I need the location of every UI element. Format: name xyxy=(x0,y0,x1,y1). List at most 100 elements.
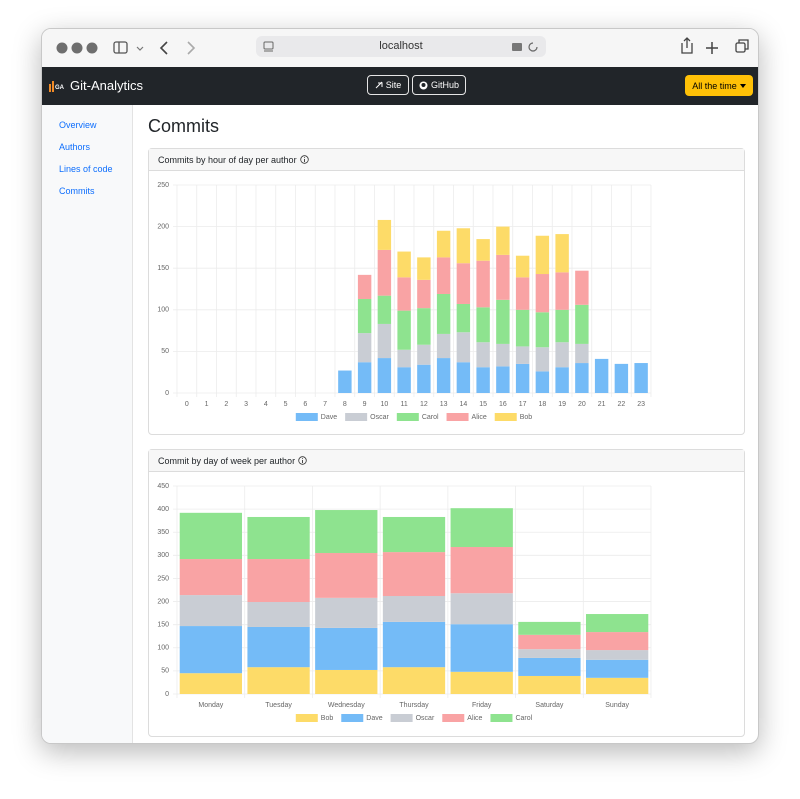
bar xyxy=(515,277,530,310)
minimize-button[interactable] xyxy=(71,42,83,54)
y-tick-label: 150 xyxy=(157,622,169,629)
x-tick-label: 21 xyxy=(598,401,606,408)
bar xyxy=(450,508,513,548)
bar xyxy=(555,234,569,273)
bar xyxy=(247,667,310,694)
bar xyxy=(476,342,490,368)
address-bar[interactable]: localhost xyxy=(256,36,546,57)
legend-swatch xyxy=(390,714,413,722)
legend-swatch xyxy=(295,413,318,421)
bar xyxy=(535,312,550,348)
bar xyxy=(535,235,550,275)
bar xyxy=(575,363,589,393)
nav-link[interactable]: Commits xyxy=(59,186,95,196)
sidebar-toggle[interactable] xyxy=(113,41,128,54)
nav-link[interactable]: Authors xyxy=(59,142,91,152)
x-tick-label: 0 xyxy=(185,401,189,408)
x-tick-label: Thursday xyxy=(399,702,429,709)
zoom-button[interactable] xyxy=(86,42,98,54)
x-tick-label: 19 xyxy=(558,401,566,408)
x-tick-label: 9 xyxy=(363,401,367,408)
bar xyxy=(515,255,530,278)
back-button[interactable] xyxy=(159,41,168,55)
bar xyxy=(315,669,378,694)
bar xyxy=(476,239,490,261)
site-button[interactable]: Site xyxy=(367,75,409,95)
bar xyxy=(450,593,513,625)
y-tick-label: 200 xyxy=(157,223,169,230)
legend-label: Carol xyxy=(515,715,532,722)
new-tab-button[interactable] xyxy=(706,42,718,54)
bar xyxy=(515,363,530,393)
bar xyxy=(397,251,411,278)
bar xyxy=(555,272,569,310)
bar xyxy=(417,308,431,345)
bar xyxy=(247,516,310,560)
x-tick-label: 7 xyxy=(323,401,327,408)
y-tick-label: 100 xyxy=(157,645,169,652)
bar xyxy=(338,370,352,393)
sidebar: Overview Authors Lines of code Commits xyxy=(42,105,133,743)
bar xyxy=(179,559,243,596)
bar xyxy=(518,649,581,658)
github-button[interactable]: GitHub xyxy=(412,75,466,95)
x-tick-label: 18 xyxy=(538,401,546,408)
bar xyxy=(179,626,243,674)
x-tick-label: Sunday xyxy=(605,702,629,709)
legend-swatch xyxy=(396,413,419,421)
info-icon[interactable] xyxy=(299,155,309,164)
bar xyxy=(247,626,310,668)
sidebar-menu-caret[interactable] xyxy=(136,46,144,51)
bar xyxy=(179,595,243,627)
x-tick-label: 11 xyxy=(400,401,407,408)
x-tick-label: 6 xyxy=(303,401,307,408)
x-tick-label: 14 xyxy=(459,401,467,408)
bar xyxy=(397,367,411,393)
bar xyxy=(555,367,569,393)
bar xyxy=(377,295,392,324)
brand[interactable]: Git-Analytics xyxy=(70,78,143,93)
info-icon[interactable] xyxy=(298,456,307,465)
bar xyxy=(585,650,649,660)
logo-text: GA xyxy=(55,85,65,91)
legend-label: Bob xyxy=(321,715,334,722)
bar xyxy=(397,310,411,350)
bar xyxy=(436,293,451,334)
bar xyxy=(518,621,581,635)
bar xyxy=(377,249,392,296)
bar xyxy=(575,343,589,364)
forward-button[interactable] xyxy=(187,41,196,55)
y-tick-label: 0 xyxy=(165,390,169,397)
nav-link[interactable]: Overview xyxy=(59,120,97,130)
browser-window: localhost GA Git-Analytics Site GitHub A… xyxy=(41,28,759,744)
bar xyxy=(436,358,451,393)
bar xyxy=(382,621,446,668)
x-tick-label: 2 xyxy=(224,401,228,408)
share-button[interactable] xyxy=(681,37,693,54)
y-tick-label: 300 xyxy=(157,552,169,559)
bar xyxy=(436,230,451,258)
page-title: Commits xyxy=(148,116,219,136)
legend-swatch xyxy=(345,413,368,421)
bar xyxy=(382,596,446,622)
bar xyxy=(382,667,446,694)
link-icon xyxy=(375,81,383,89)
nav-link[interactable]: Lines of code xyxy=(59,164,113,174)
bar xyxy=(518,634,581,650)
bar xyxy=(585,614,649,633)
bar xyxy=(315,627,378,670)
tabs-button-back xyxy=(738,39,749,50)
bar xyxy=(397,349,411,368)
legend-label: Oscar xyxy=(370,414,389,421)
close-button[interactable] xyxy=(56,42,68,54)
x-tick-label: Wednesday xyxy=(328,702,365,709)
browser-toolbar: localhost xyxy=(42,29,758,68)
y-tick-label: 50 xyxy=(161,668,169,675)
legend-label: Carol xyxy=(422,414,439,421)
x-tick-label: 5 xyxy=(284,401,288,408)
bar xyxy=(518,657,581,676)
tabs-button[interactable] xyxy=(735,42,746,53)
card-header: Commit by day of week per author xyxy=(149,450,744,472)
range-dropdown[interactable]: All the time xyxy=(685,75,753,96)
bar xyxy=(417,257,431,280)
